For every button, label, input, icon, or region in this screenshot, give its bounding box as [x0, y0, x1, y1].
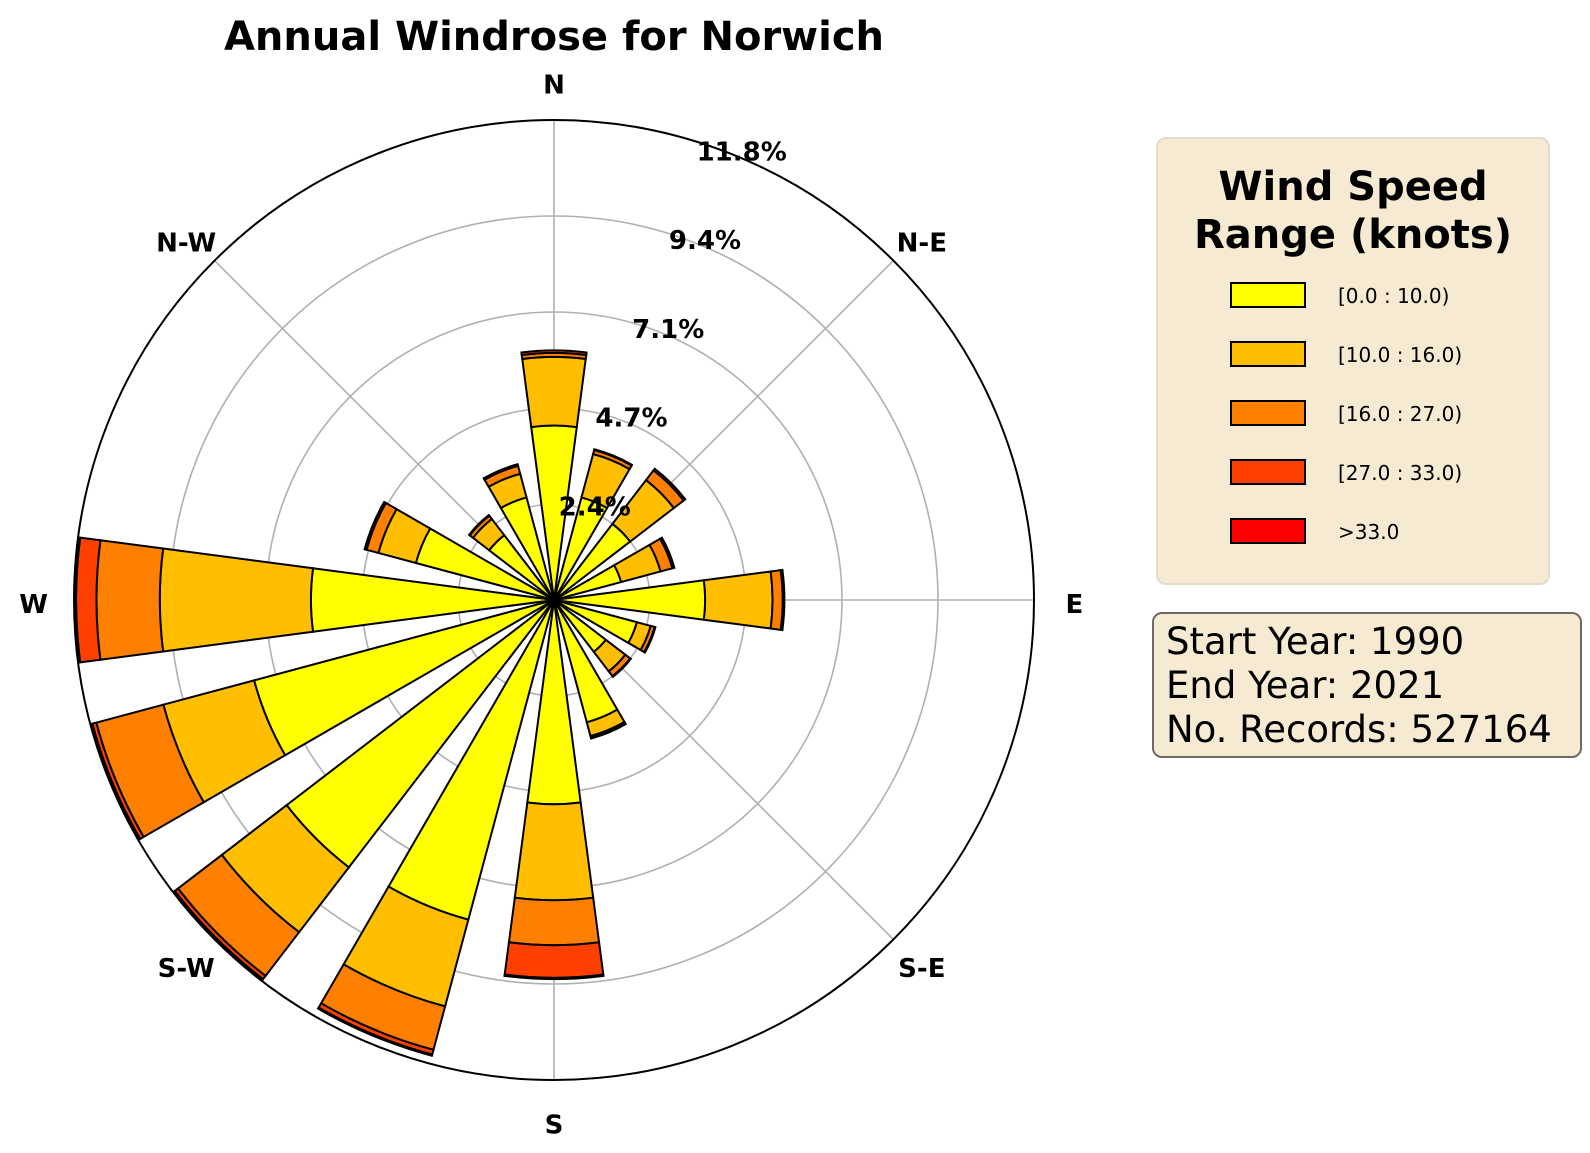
- legend-swatch: [1230, 282, 1306, 308]
- legend-label: [16.0 : 27.0): [1338, 402, 1463, 426]
- bar-sector-9-bin-4: [316, 1006, 434, 1057]
- bar-sector-8-bin-4: [503, 973, 605, 981]
- bar-sector-2-bin-3: [652, 467, 687, 502]
- direction-label-s-w: S-W: [158, 954, 215, 984]
- ring-label-4: 9.4%: [669, 226, 741, 256]
- legend-label: [10.0 : 16.0): [1338, 343, 1463, 367]
- bar-sector-8-bin-1: [513, 801, 595, 902]
- bar-sector-13-bin-3: [363, 500, 388, 552]
- outer-ring: [73, 119, 1035, 1081]
- bar-sector-8-bin-2: [507, 896, 601, 947]
- legend-swatch: [1230, 400, 1306, 426]
- bar-sector-14-bin-3: [467, 513, 491, 537]
- record-count: No. Records: 527164: [1166, 708, 1552, 751]
- bar-sector-12-bin-3: [75, 536, 102, 664]
- ring-labels: 2.4% 4.7% 7.1% 9.4% 11.8%: [559, 138, 787, 523]
- ring-label-1: 2.4%: [559, 492, 631, 522]
- direction-label-n-e: N-E: [897, 229, 947, 259]
- direction-label-s: S: [545, 1110, 564, 1140]
- legend-label: [27.0 : 33.0): [1338, 461, 1463, 485]
- bar-sector-12-bin-2: [95, 539, 165, 661]
- legend-item-4: [27.0 : 33.0): [1230, 459, 1530, 489]
- legend-swatch: [1230, 518, 1306, 544]
- bar-sector-7-bin-3: [589, 722, 628, 740]
- ring-label-3: 7.1%: [632, 315, 704, 345]
- legend-title: Wind Speed Range (knots): [1158, 163, 1548, 259]
- bar-sector-12-bin-0: [310, 567, 555, 633]
- direction-label-n-w: N-W: [156, 229, 216, 259]
- legend-item-2: [10.0 : 16.0): [1230, 341, 1530, 371]
- legend-title-line2: Range (knots): [1193, 212, 1512, 258]
- start-year: Start Year: 1990: [1166, 620, 1465, 663]
- record-info-box: Start Year: 1990 End Year: 2021 No. Reco…: [1152, 612, 1582, 758]
- legend-item-1: [0.0 : 10.0): [1230, 282, 1530, 312]
- legend-label: >33.0: [1338, 520, 1400, 544]
- bar-sector-11-bin-4: [90, 722, 142, 841]
- chart-title: Annual Windrose for Norwich: [224, 14, 884, 60]
- legend-label: [0.0 : 10.0): [1338, 284, 1450, 308]
- bar-sector-12-bin-1: [158, 547, 315, 653]
- legend-item-3: [16.0 : 27.0): [1230, 400, 1530, 430]
- bar-sector-4-bin-1: [702, 570, 774, 630]
- direction-label-s-e: S-E: [898, 954, 945, 984]
- bar-sector-10-bin-4: [172, 889, 265, 982]
- legend-swatch: [1230, 459, 1306, 485]
- bar-sector-15-bin-3: [482, 463, 520, 482]
- legend-swatch: [1230, 341, 1306, 367]
- bar-sector-8-bin-3: [503, 941, 605, 979]
- end-year: End Year: 2021: [1166, 664, 1445, 707]
- direction-label-e: E: [1066, 590, 1084, 620]
- bar-sector-1-bin-3: [592, 448, 634, 467]
- bar-sector-0-bin-1: [521, 356, 587, 429]
- legend: Wind Speed Range (knots) [0.0 : 10.0) [10…: [1156, 137, 1550, 585]
- windrose-bars: [74, 349, 786, 1057]
- bar-sector-5-bin-3: [642, 625, 657, 654]
- bar-sector-6-bin-3: [611, 657, 633, 679]
- bar-sector-3-bin-3: [658, 536, 676, 570]
- direction-label-n: N: [543, 70, 565, 100]
- legend-item-5: >33.0: [1230, 518, 1530, 548]
- ring-label-2: 4.7%: [595, 404, 667, 434]
- direction-labels: N N-E E S-E S S-W W N-W: [19, 70, 1083, 1140]
- bar-sector-0-bin-3: [520, 349, 588, 357]
- ring-label-5: 11.8%: [697, 138, 787, 168]
- bar-sector-4-bin-3: [779, 568, 786, 632]
- direction-label-w: W: [19, 590, 48, 620]
- legend-title-line1: Wind Speed: [1218, 164, 1488, 210]
- bar-sector-12-bin-4: [74, 536, 82, 664]
